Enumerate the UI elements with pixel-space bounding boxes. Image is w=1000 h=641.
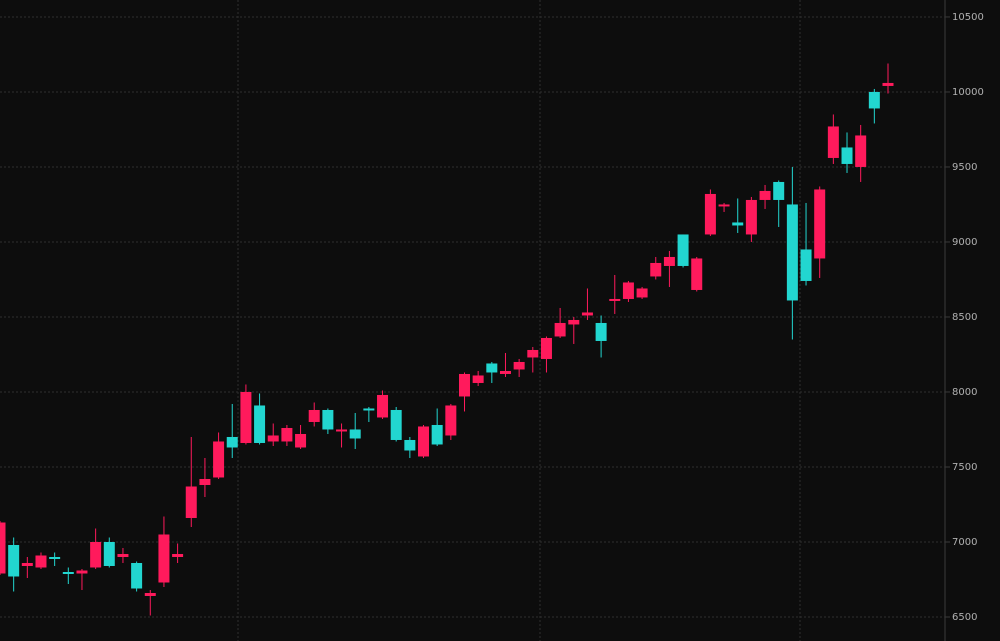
candle-body (622, 282, 634, 299)
candle-body (636, 288, 648, 298)
candle-body (117, 553, 129, 557)
candle-body (445, 405, 457, 436)
candle-body (0, 522, 6, 574)
candle-body (390, 409, 402, 440)
y-tick-label: 7500 (952, 462, 977, 473)
candle-body (595, 322, 607, 341)
candle-body (90, 541, 102, 568)
candle-body (513, 361, 525, 370)
candle-body (841, 147, 853, 164)
candle-body (527, 349, 539, 358)
candle-body (418, 426, 430, 457)
candle-body (472, 375, 484, 383)
candle-body (499, 370, 511, 374)
candle-body (827, 126, 839, 158)
candle-body (786, 204, 798, 301)
candle-body (62, 571, 74, 574)
y-tick-label: 10500 (952, 12, 984, 23)
y-tick-label: 8000 (952, 387, 977, 398)
candle-body (773, 181, 785, 200)
candle-body (800, 249, 812, 281)
candle-body (663, 256, 675, 266)
candle-body (226, 436, 238, 448)
candle-body (814, 189, 826, 259)
candle-body (199, 478, 211, 485)
candle-body (144, 592, 156, 596)
candle-body (103, 541, 115, 566)
candle-body (377, 394, 389, 418)
candle-body (404, 439, 416, 451)
candle-body (609, 298, 621, 301)
candle-body (855, 135, 867, 167)
candle-body (745, 199, 757, 235)
candle-body (308, 409, 320, 422)
candle-body (35, 555, 47, 568)
candle-body (267, 435, 279, 442)
candle-body (185, 486, 197, 518)
candle-body (281, 427, 293, 442)
candle-body (486, 363, 498, 373)
candle-body (431, 424, 443, 445)
candle-body (677, 234, 689, 266)
candle-body (158, 534, 170, 583)
candle-body (172, 553, 184, 557)
candle-body (458, 373, 470, 397)
candle-body (336, 429, 348, 432)
candle-body (213, 441, 225, 478)
candle-body (240, 391, 252, 443)
candle-body (704, 193, 716, 235)
candle-body (131, 562, 143, 589)
candle-body (21, 562, 33, 566)
candle-body (8, 544, 20, 577)
candle-body (718, 204, 730, 207)
candle-body (49, 556, 61, 559)
candle-body (76, 570, 88, 574)
y-tick-label: 9500 (952, 162, 977, 173)
y-tick-label: 10000 (952, 87, 984, 98)
candle-body (295, 433, 307, 448)
candle-body (882, 82, 894, 86)
candle-body (363, 408, 375, 411)
y-tick-label: 8500 (952, 312, 977, 323)
y-tick-label: 7000 (952, 537, 977, 548)
candle-body (254, 405, 266, 443)
candle-body (568, 319, 580, 325)
candle-body (540, 337, 552, 359)
candle-body (732, 222, 744, 226)
y-tick-label: 9000 (952, 237, 977, 248)
candle-body (554, 322, 566, 337)
candle-body (581, 312, 593, 316)
candle-body (691, 258, 703, 290)
candle-body (349, 429, 361, 439)
candle-body (868, 91, 880, 109)
candle-body (759, 190, 771, 200)
candle-body (322, 409, 334, 430)
candle-body (650, 262, 662, 277)
y-tick-label: 6500 (952, 612, 977, 623)
